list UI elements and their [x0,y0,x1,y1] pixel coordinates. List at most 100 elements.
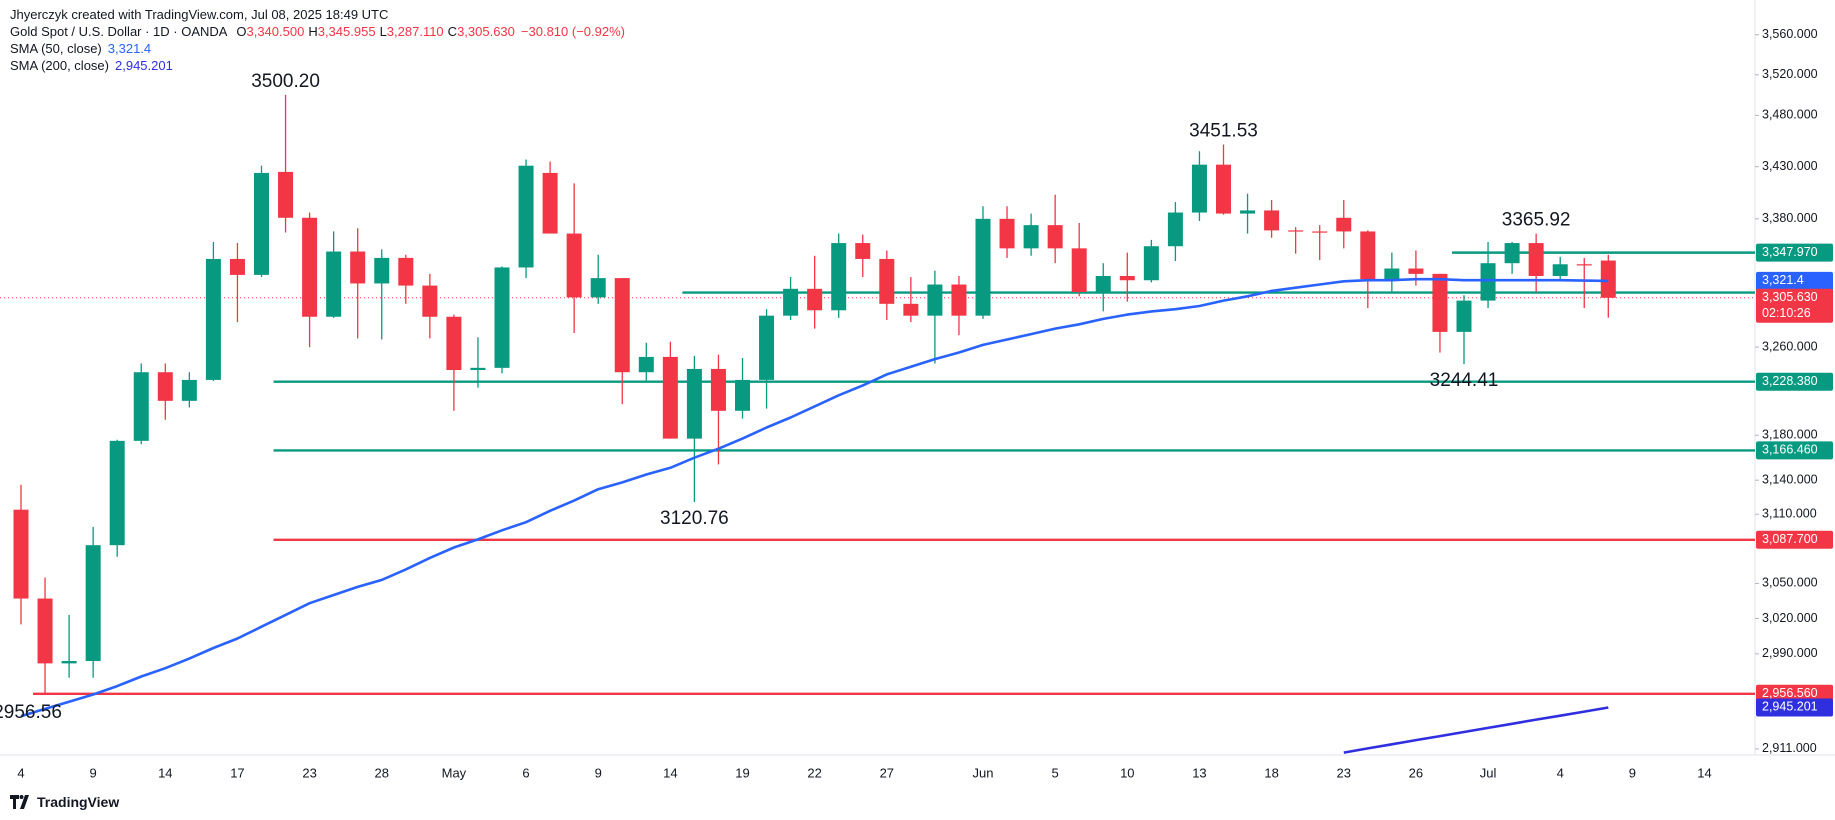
x-tick-label: 23 [302,765,316,780]
candle-body [13,509,29,599]
header: Jhyerczyk created with TradingView.com, … [10,6,625,74]
price-tag-label: 3,321.4 [1762,273,1804,287]
x-tick-label: 5 [1052,765,1059,780]
x-tick-label: 14 [1697,765,1711,780]
indicator-value: 3,321.4 [107,41,152,56]
candle-body [1552,264,1568,276]
candle-body [1071,248,1087,293]
brand: TradingView [37,794,120,810]
candle-body [1119,275,1135,281]
candle-body [1432,273,1448,332]
x-tick-label: 23 [1337,765,1351,780]
x-tick-label: 9 [595,765,602,780]
candle-body [205,258,221,380]
candle-body [1143,246,1159,281]
x-tick-label: 9 [90,765,97,780]
x-tick-label: 6 [522,765,529,780]
y-tick-label: 2,911.000 [1762,741,1817,755]
candle-body [1456,300,1472,332]
candle-body [61,661,77,664]
candle-body [1360,231,1376,280]
candle-body [1336,217,1352,232]
price-tag-bg [1756,288,1833,323]
x-tick-label: 19 [735,765,749,780]
candle-body [1264,210,1280,231]
x-tick-label: Jul [1480,765,1497,780]
ohlc-key: C [447,24,458,39]
x-tick-label: 17 [230,765,244,780]
candle-body [759,315,775,380]
symbol-legend: Gold Spot / U.S. Dollar · 1D · OANDA O3,… [10,23,625,40]
x-tick-label: 9 [1629,765,1636,780]
candle-body [807,288,823,311]
candle-body [1480,263,1496,301]
price-annotation: 3451.53 [1189,121,1258,142]
price-annotation: 3244.41 [1430,370,1499,391]
candle-body [350,251,366,284]
y-tick-label: 3,050.000 [1762,576,1818,590]
candle-body [374,257,390,284]
candle-body [927,284,943,316]
indicator: SMA (200, close) 2,945.201 [10,57,625,74]
indicator-name: SMA (50, close) [10,41,102,56]
candle-body [278,171,294,218]
candle-body [1095,275,1111,293]
y-tick-label: 2,990.000 [1762,646,1818,660]
change: −30.810 (−0.92%) [520,24,625,39]
price-tag: 2,945.201 [1756,698,1833,717]
candle-body [999,218,1015,249]
countdown: 02:10:26 [1762,306,1811,320]
candle-body [109,440,125,546]
footer: TradingView [10,794,119,810]
candle-body [302,217,318,317]
candle-body [133,372,149,441]
price-annotation: 3365.92 [1502,210,1571,231]
x-tick-label: 4 [1557,765,1564,780]
price-tag-label: 2,945.201 [1762,700,1818,714]
candle-body [1312,231,1328,233]
ohlc-value: 3,305.630 [457,24,515,39]
candle-body [735,379,750,411]
price-tag-label: 3,347.970 [1762,245,1818,259]
candle-body [879,258,895,304]
candle-body [229,258,245,275]
candle-body [1576,264,1592,266]
candle-body [470,367,486,371]
indicator: SMA (50, close) 3,321.4 [10,40,625,57]
price-tag: 3,305.630 02:10:26 [1756,288,1833,323]
y-tick-label: 3,430.000 [1762,159,1818,173]
price-tag-bg [1756,530,1833,549]
candle-body [1288,230,1304,232]
candle-body [686,368,702,439]
candle-body [903,303,919,316]
candle-body [1504,243,1520,264]
candle-body [1047,225,1063,249]
indicator-name: SMA (200, close) [10,58,109,73]
candle-body [1216,164,1231,214]
sma-line [1343,706,1609,754]
candle-body [85,545,101,662]
candle-body [951,284,967,316]
y-tick-label: 3,520.000 [1762,67,1818,81]
price-tag-label: 3,228.380 [1762,374,1818,388]
candle-body [542,172,558,234]
y-tick-label: 3,260.000 [1762,339,1818,353]
candle-body [1191,164,1207,213]
candle-body [1600,260,1616,298]
price-tag-bg [1756,684,1833,703]
candle-body [326,251,342,317]
indicator-legend: SMA (50, close) 3,321.4 SMA (200, close) 2,… [10,40,625,74]
candle-body [590,278,606,298]
price-annotation: 3500.20 [251,71,320,92]
candle-body [1023,225,1039,249]
price-tag-bg [1756,441,1833,460]
candle-body [398,257,414,286]
x-tick-label: 13 [1192,765,1206,780]
y-tick-label: 3,140.000 [1762,472,1818,486]
sma-line [20,277,1609,718]
symbol: Gold Spot / U.S. Dollar · 1D · OANDA [10,24,227,39]
price-tag-bg [1756,372,1833,391]
y-tick-label: 3,020.000 [1762,611,1818,625]
price-tag-label: 2,956.560 [1762,686,1818,700]
